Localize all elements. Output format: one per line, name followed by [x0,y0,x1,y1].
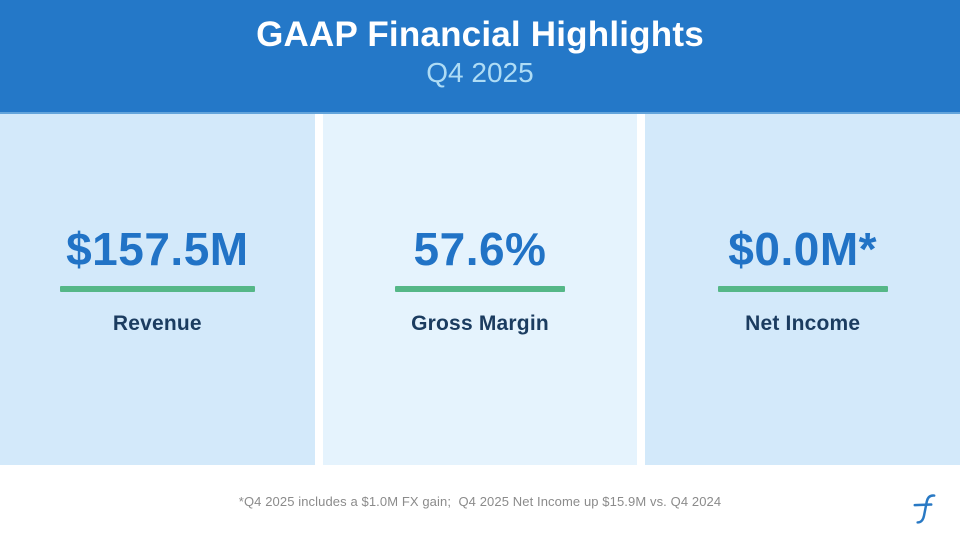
gross-margin-label: Gross Margin [411,312,549,335]
metric-card-gross-margin: 57.6% Gross Margin [322,114,638,465]
metric-cards-row: $157.5M Revenue 57.6% Gross Margin $0.0M… [0,114,960,465]
gross-margin-value: 57.6% [413,223,547,275]
net-income-value: $0.0M* [728,223,878,275]
slide-title: GAAP Financial Highlights [256,15,704,54]
metric-card-revenue: $157.5M Revenue [0,114,315,465]
revenue-value: $157.5M [66,223,249,275]
revenue-label: Revenue [112,312,202,335]
slide-header: GAAP Financial Highlights Q4 2025 [0,0,960,114]
green-underline [717,286,888,292]
net-income-label: Net Income [745,312,861,335]
slide-subtitle: Q4 2025 [426,56,534,88]
footnote: *Q4 2025 includes a $1.0M FX gain; Q4 20… [238,494,722,509]
green-underline [395,286,565,292]
flywire-f-logo-icon [913,494,936,524]
green-underline [59,286,255,292]
metric-card-net-income: $0.0M* Net Income [645,114,960,465]
